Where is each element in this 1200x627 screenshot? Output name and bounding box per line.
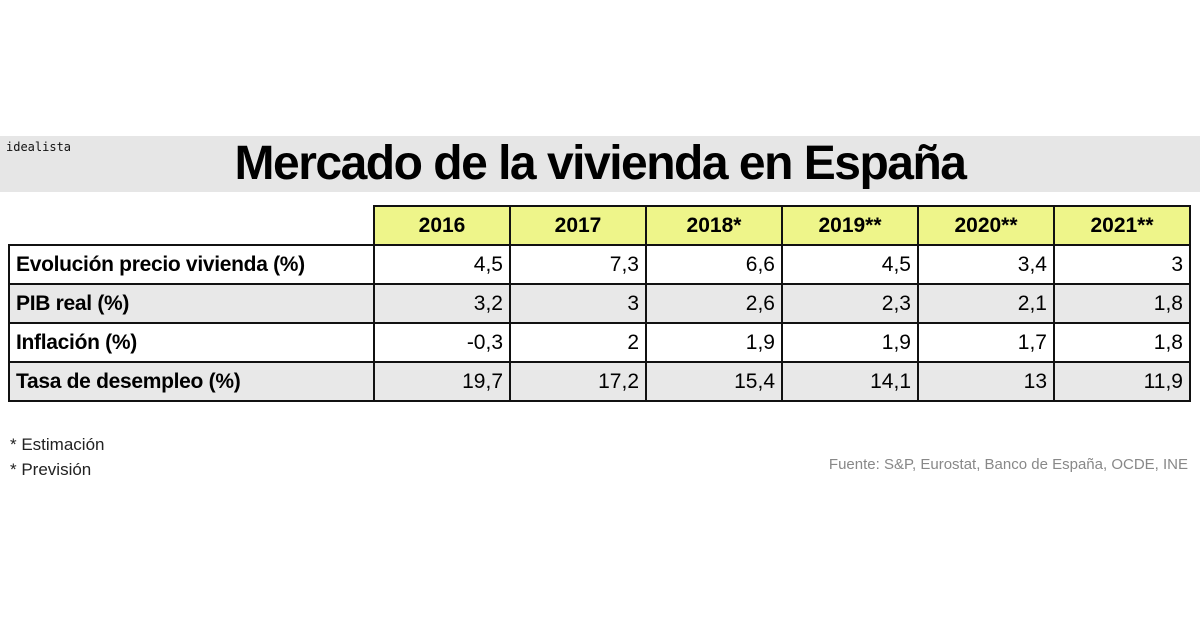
data-table: 2016 2017 2018* 2019** 2020** 2021** Evolució… [8,205,1191,402]
value-cell: 2 [509,322,647,363]
value-cell: 4,5 [781,244,919,285]
value-cell: 1,8 [1053,283,1191,324]
footnote: * Previsión [10,460,92,479]
page-title: Mercado de la vivienda en España [234,137,967,190]
value-cell: 3,2 [373,283,511,324]
value-cell: 13 [917,361,1055,402]
value-cell: -0,3 [373,322,511,363]
row-label: Evolución precio vivienda (%) [8,244,375,285]
column-header: 2019** [781,205,919,246]
value-cell: 1,9 [781,322,919,363]
corner-cell [9,206,374,246]
row-label: Inflación (%) [8,322,375,363]
value-cell: 6,6 [645,244,783,285]
value-cell: 3 [1053,244,1191,285]
table-row: Inflación (%) -0,3 2 1,9 1,9 1,7 1,8 [8,322,1191,363]
column-header: 2017 [509,205,647,246]
value-cell: 7,3 [509,244,647,285]
footnote: * Estimación [10,435,105,454]
column-header: 2018* [645,205,783,246]
value-cell: 1,9 [645,322,783,363]
row-label: PIB real (%) [8,283,375,324]
value-cell: 11,9 [1053,361,1191,402]
brand-logo: idealista [6,140,72,154]
column-header: 2016 [373,205,511,246]
value-cell: 3,4 [917,244,1055,285]
column-header: 2021** [1053,205,1191,246]
value-cell: 4,5 [373,244,511,285]
row-label: Tasa de desempleo (%) [8,361,375,402]
value-cell: 2,1 [917,283,1055,324]
table-row: PIB real (%) 3,2 3 2,6 2,3 2,1 1,8 [8,283,1191,324]
value-cell: 14,1 [781,361,919,402]
value-cell: 15,4 [645,361,783,402]
value-cell: 2,6 [645,283,783,324]
value-cell: 1,8 [1053,322,1191,363]
column-header: 2020** [917,205,1055,246]
table-row: Evolución precio vivienda (%) 4,5 7,3 6,6 4,… [8,244,1191,285]
source-note: Fuente: S&P, Eurostat, Banco de España, … [828,456,1188,473]
value-cell: 1,7 [917,322,1055,363]
value-cell: 17,2 [509,361,647,402]
value-cell: 19,7 [373,361,511,402]
table-row: Tasa de desempleo (%) 19,7 17,2 15,4 14,1 13 1… [8,361,1191,402]
footnotes: * Estimación * Previsión [10,432,104,482]
value-cell: 3 [509,283,647,324]
value-cell: 2,3 [781,283,919,324]
title-band: idealista Mercado de la vivienda en Espa… [0,136,1200,192]
